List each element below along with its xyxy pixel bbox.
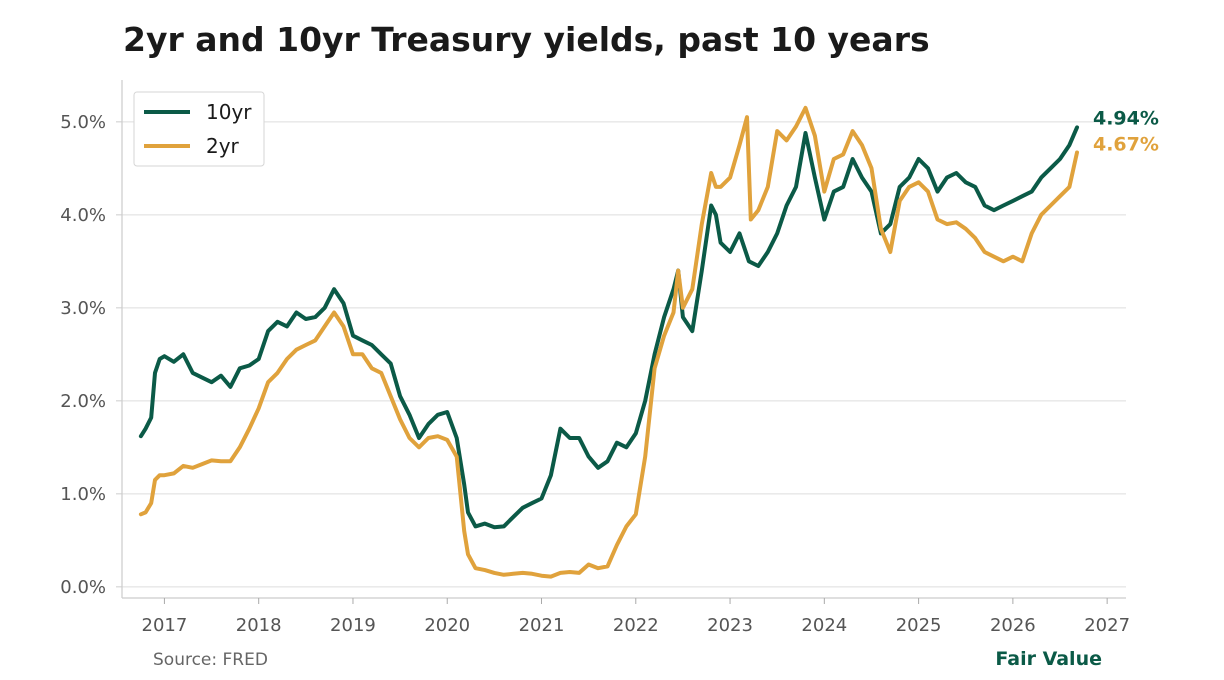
x-tick-label: 2026 [990, 615, 1036, 636]
series-line-2yr [138, 105, 1079, 579]
x-tick-label: 2021 [519, 615, 565, 636]
x-tick-label: 2020 [424, 615, 470, 636]
x-tick-label: 2025 [896, 615, 942, 636]
y-axis-ticks: 0.0% 1.0% 2.0% 3.0% 4.0% 5.0% [60, 112, 122, 598]
y-tick-label: 4.0% [60, 205, 106, 226]
x-tick-label: 2018 [236, 615, 282, 636]
series-lines [138, 105, 1079, 579]
x-tick-label: 2022 [613, 615, 659, 636]
legend-label-2yr: 2yr [206, 134, 240, 158]
x-axis-ticks: 2017 2018 2019 2020 2021 2022 2023 2024 2025 2026… [142, 598, 1130, 636]
x-tick-label: 2027 [1084, 615, 1130, 636]
end-label-10yr: 4.94% [1093, 107, 1159, 129]
y-tick-label: 0.0% [60, 577, 106, 598]
legend: 10yr 2yr [133, 91, 265, 167]
end-label-2yr: 4.67% [1093, 133, 1159, 155]
end-value-labels: 4.94% 4.67% [1093, 107, 1159, 155]
x-tick-label: 2017 [142, 615, 188, 636]
y-tick-label: 5.0% [60, 112, 106, 133]
axes [121, 80, 1126, 599]
series-line-10yr [138, 125, 1079, 530]
x-tick-label: 2023 [707, 615, 753, 636]
legend-label-10yr: 10yr [206, 100, 252, 124]
brand-logo-text: Fair Value [995, 648, 1102, 670]
x-tick-label: 2019 [330, 615, 376, 636]
grid-lines [122, 121, 1126, 588]
chart-title: 2yr and 10yr Treasury yields, past 10 ye… [123, 20, 930, 59]
source-note: Source: FRED [153, 650, 268, 670]
y-tick-label: 3.0% [60, 298, 106, 319]
x-tick-label: 2024 [801, 615, 847, 636]
y-tick-label: 2.0% [60, 391, 106, 412]
y-tick-label: 1.0% [60, 484, 106, 505]
